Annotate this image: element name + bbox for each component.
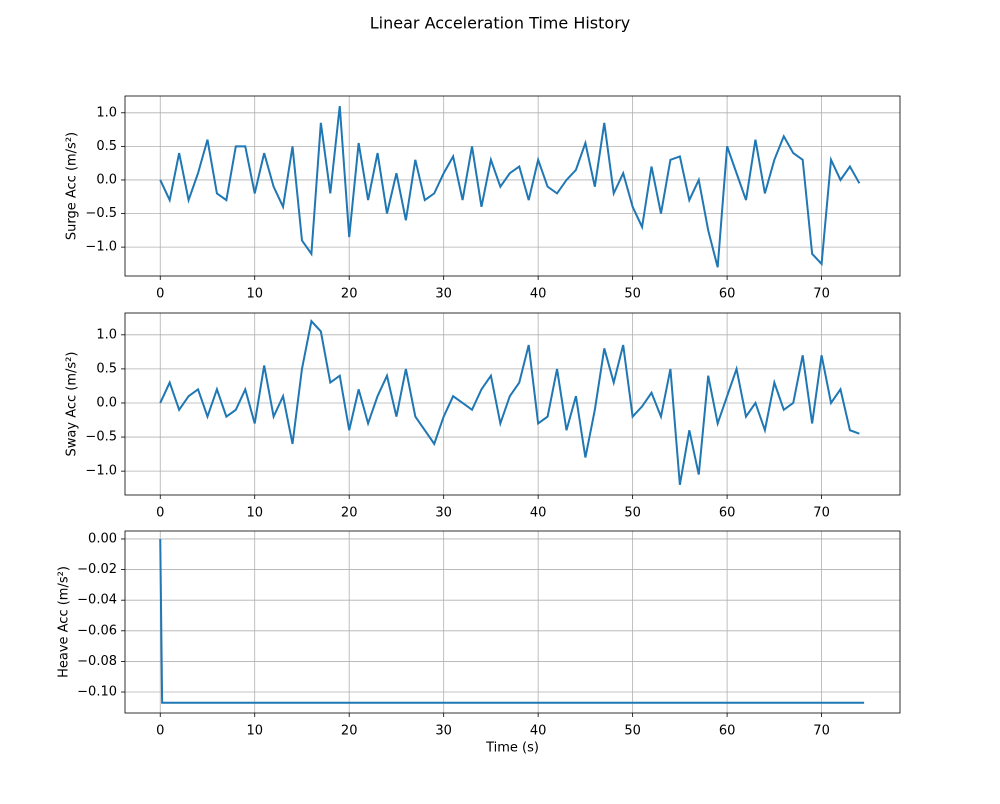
y-tick-label: −0.06 bbox=[77, 623, 117, 638]
x-tick-label: 40 bbox=[530, 287, 547, 302]
y-tick-label: −1.0 bbox=[85, 464, 117, 479]
y-tick-label: 0.5 bbox=[96, 139, 117, 154]
x-tick-label: 0 bbox=[156, 287, 164, 302]
y-tick-label: −1.0 bbox=[85, 240, 117, 255]
x-tick-label: 50 bbox=[624, 506, 641, 521]
y-tick-label: −0.5 bbox=[85, 430, 117, 445]
x-tick-label: 60 bbox=[719, 724, 736, 739]
x-tick-label: 50 bbox=[624, 287, 641, 302]
data-line bbox=[159, 538, 865, 704]
x-tick-label: 0 bbox=[156, 724, 164, 739]
y-tick-label: 0.0 bbox=[96, 395, 117, 410]
y-axis-label: Heave Acc (m/s²) bbox=[57, 566, 72, 678]
x-tick-label: 10 bbox=[246, 287, 263, 302]
x-tick-label: 60 bbox=[719, 506, 736, 521]
x-tick-label: 70 bbox=[813, 724, 830, 739]
x-tick-label: 30 bbox=[435, 724, 452, 739]
y-axis-label: Sway Acc (m/s²) bbox=[65, 352, 80, 457]
y-tick-label: 0.0 bbox=[96, 172, 117, 187]
x-tick-label: 20 bbox=[341, 287, 358, 302]
y-tick-label: 0.00 bbox=[88, 531, 117, 546]
y-tick-label: 1.0 bbox=[96, 105, 117, 120]
y-tick-label: 0.5 bbox=[96, 361, 117, 376]
x-tick-label: 40 bbox=[530, 724, 547, 739]
data-line bbox=[159, 105, 861, 268]
x-tick-label: 40 bbox=[530, 506, 547, 521]
x-tick-label: 60 bbox=[719, 287, 736, 302]
y-tick-label: −0.04 bbox=[77, 593, 117, 608]
data-line bbox=[159, 319, 860, 485]
y-tick-label: −0.02 bbox=[77, 562, 117, 577]
x-tick-label: 50 bbox=[624, 724, 641, 739]
x-tick-label: 20 bbox=[341, 724, 358, 739]
figure-title: Linear Acceleration Time History bbox=[370, 14, 630, 33]
x-tick-label: 10 bbox=[246, 724, 263, 739]
axes-frame bbox=[124, 530, 901, 714]
x-tick-label: 30 bbox=[435, 506, 452, 521]
x-tick-label: 70 bbox=[813, 287, 830, 302]
y-tick-label: −0.5 bbox=[85, 206, 117, 221]
y-tick-label: −0.10 bbox=[77, 685, 117, 700]
y-tick-label: −0.08 bbox=[77, 654, 117, 669]
x-tick-label: 10 bbox=[246, 506, 263, 521]
y-axis-label: Surge Acc (m/s²) bbox=[65, 132, 80, 240]
x-tick-label: 20 bbox=[341, 506, 358, 521]
x-tick-label: 70 bbox=[813, 506, 830, 521]
x-tick-label: 30 bbox=[435, 287, 452, 302]
axes-frame bbox=[124, 312, 901, 496]
y-tick-label: 1.0 bbox=[96, 327, 117, 342]
x-tick-label: 0 bbox=[156, 506, 164, 521]
x-axis-label: Time (s) bbox=[485, 741, 539, 756]
axes-frame bbox=[124, 95, 901, 277]
